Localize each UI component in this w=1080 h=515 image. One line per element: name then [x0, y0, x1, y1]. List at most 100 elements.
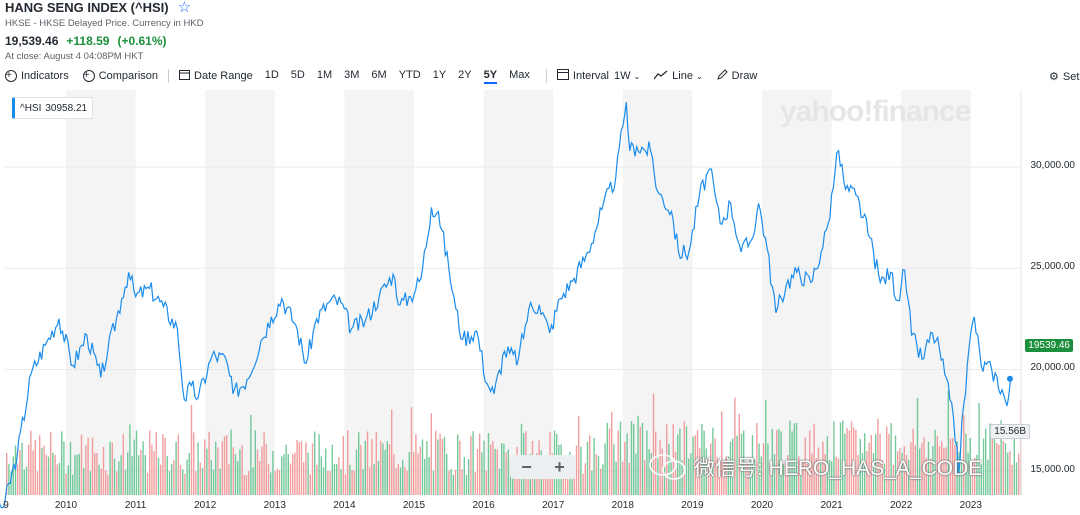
volume-bar [586, 441, 589, 495]
comparison-button[interactable]: + Comparison [82, 70, 158, 82]
volume-bar [327, 470, 329, 495]
volume-bar [78, 453, 80, 495]
volume-bar [67, 465, 69, 495]
volume-bar [791, 431, 793, 495]
volume-bar [241, 445, 243, 495]
line-chart-icon [653, 70, 668, 83]
volume-bar [971, 460, 974, 495]
range-2y[interactable]: 2Y [458, 68, 472, 81]
volume-bar [949, 438, 952, 495]
volume-bar [991, 436, 993, 495]
volume-bar [384, 449, 386, 495]
volume-bar [452, 474, 454, 495]
range-ytd[interactable]: YTD [398, 68, 421, 81]
range-selector: 1D 5D 1M 3M 6M YTD 1Y 2Y 5Y Max [259, 69, 536, 84]
volume-bar [215, 441, 217, 495]
volume-bar [743, 430, 745, 495]
volume-bar [1007, 452, 1009, 495]
range-5y[interactable]: 5Y [483, 69, 498, 84]
volume-bar [914, 445, 916, 495]
volume-bar [50, 432, 52, 495]
volume-bar [175, 441, 177, 495]
volume-bar [127, 452, 129, 495]
volume-bar [747, 462, 749, 495]
series-legend[interactable]: ^HSI 30958.21 [12, 97, 94, 119]
volume-bar [300, 440, 303, 495]
volume-bar [347, 430, 349, 495]
volume-bar [318, 434, 320, 495]
x-tick-label: 2013 [264, 500, 287, 511]
settings-button[interactable]: ⚙ Set [1049, 70, 1079, 84]
volume-bar [789, 420, 791, 495]
volume-bar [923, 437, 925, 495]
volume-bar [116, 471, 118, 495]
volume-bar [908, 459, 910, 495]
last-price-tag: 19539.46 [1025, 339, 1073, 352]
range-1y[interactable]: 1Y [432, 68, 447, 81]
volume-bar [589, 435, 591, 495]
volume-bar [294, 452, 296, 495]
volume-bar [12, 456, 14, 495]
volume-bar [518, 467, 520, 495]
range-max[interactable]: Max [509, 68, 530, 81]
volume-bar [780, 431, 782, 495]
price-chart[interactable]: 9 2010 2011 2012 2013 2014 2015 2016 2017 2018 201… [0, 90, 1080, 515]
volume-bar [998, 444, 1000, 495]
volume-bar [72, 474, 74, 495]
volume-bar [617, 430, 619, 495]
volume-bar [285, 444, 287, 495]
volume-bar [765, 400, 767, 495]
zoom-out-button[interactable]: − [521, 456, 532, 477]
volume-bar [32, 450, 34, 495]
volume-bar [386, 441, 388, 495]
x-tick-label: 9 [3, 500, 9, 511]
volume-bar [545, 463, 547, 495]
interval-button[interactable]: Interval 1W ⌄ [556, 69, 640, 83]
line-type-button[interactable]: Line ⌄ [653, 70, 703, 83]
volume-bar [61, 431, 63, 495]
volume-bar [509, 461, 512, 495]
volume-bar [608, 428, 611, 495]
volume-bar [410, 407, 413, 495]
volume-bar [575, 445, 578, 495]
volume-bar [375, 432, 377, 495]
volume-bar [468, 458, 470, 495]
volume-bar [795, 422, 798, 495]
volume-bar [732, 438, 734, 495]
volume-bar [17, 464, 19, 495]
date-range-button[interactable]: Date Range [179, 69, 253, 83]
volume-bar [960, 459, 963, 495]
volume-bar [274, 470, 276, 495]
volume-bar [380, 440, 382, 495]
indicators-button[interactable]: + Indicators [5, 70, 69, 82]
year-band [901, 90, 971, 495]
volume-bar [424, 459, 426, 495]
volume-bar [388, 444, 391, 495]
calendar-icon [179, 69, 191, 83]
volume-bar [685, 426, 688, 495]
volume-bar [938, 446, 941, 495]
volume-bar [298, 442, 300, 495]
volume-bar [932, 446, 934, 495]
volume-bar [817, 447, 820, 495]
range-5d[interactable]: 5D [290, 68, 305, 81]
range-6m[interactable]: 6M [371, 68, 387, 81]
range-3m[interactable]: 3M [344, 68, 360, 81]
volume-bar [707, 458, 710, 495]
range-1m[interactable]: 1M [316, 68, 333, 81]
zoom-in-button[interactable]: + [554, 456, 565, 477]
volume-bar [406, 470, 408, 495]
draw-button[interactable]: Draw [716, 69, 757, 83]
star-icon[interactable]: ☆ [177, 0, 192, 16]
volume-bar [164, 437, 166, 495]
plus-circle-icon: + [82, 70, 95, 82]
volume-bar [890, 423, 892, 495]
volume-bar [542, 464, 545, 495]
volume-bar [21, 442, 23, 495]
x-tick-label: 2014 [333, 500, 356, 511]
range-1d[interactable]: 1D [264, 68, 279, 81]
volume-bar [6, 452, 8, 495]
price-change-percent: (+0.61%) [117, 34, 167, 48]
volume-bar [278, 469, 281, 495]
volume-bar [945, 447, 947, 495]
